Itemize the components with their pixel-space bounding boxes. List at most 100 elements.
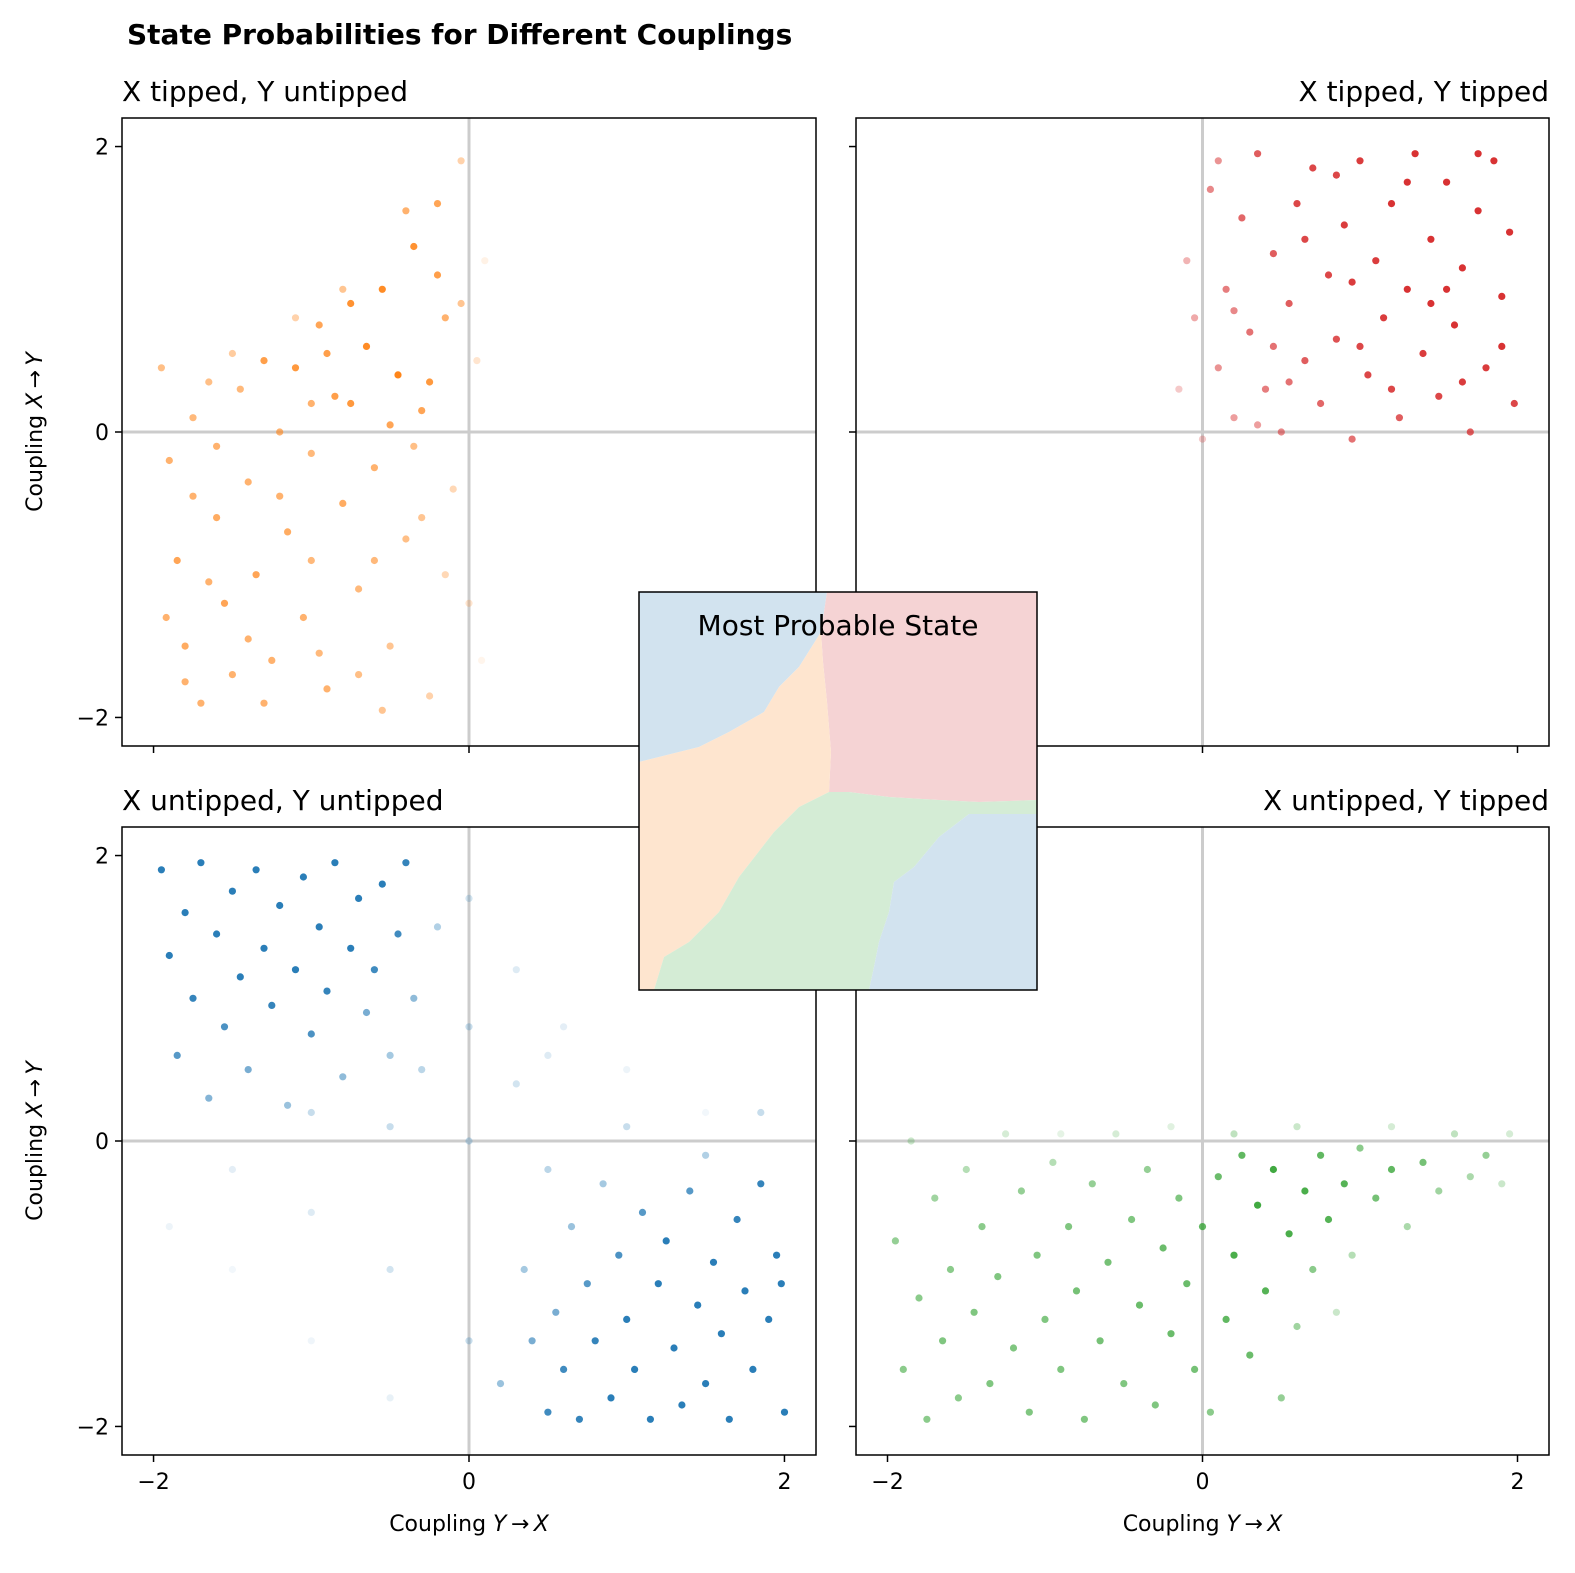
scatter-point [607,1394,615,1402]
scatter-point [173,556,181,565]
scatter-point [1411,150,1419,158]
scatter-point [1293,200,1301,208]
scatter-point [1419,1158,1427,1166]
scatter-point [165,456,173,465]
scatter-point [1120,1380,1128,1388]
scatter-point [1458,378,1466,386]
scatter-point [1238,1151,1246,1159]
scatter-point [481,257,489,265]
scatter-point [268,656,276,665]
panel-bottom-left: −2 0 2 −2 0 2 X untipped, Y untipped Coupling Y… [23,784,817,1537]
scatter-point [276,492,284,500]
scatter-point [1309,164,1317,172]
y-tick-label: 2 [95,845,109,870]
scatter-point [1277,1394,1285,1402]
scatter-point [1340,1180,1348,1188]
scatter-point [1450,321,1459,329]
scatter-point [157,364,165,372]
scatter-point [386,1051,394,1059]
scatter-point [370,556,378,565]
scatter-point [1466,428,1474,436]
scatter-point [355,585,363,593]
scatter-point [1403,285,1411,293]
scatter-point [757,1108,765,1117]
scatter-point [1372,257,1380,265]
scatter-point [315,923,323,931]
scatter-point [378,285,386,293]
scatter-point [1104,1258,1112,1266]
scatter-point [331,392,339,400]
scatter-point [1285,299,1293,308]
scatter-point [370,966,378,974]
scatter-point [1206,1408,1214,1416]
scatter-point [1443,285,1451,293]
scatter-point [1387,1123,1396,1131]
scatter-point [362,342,371,350]
scatter-point [220,1023,229,1031]
scatter-point [1065,1223,1073,1231]
scatter-point [402,207,410,215]
scatter-point [197,859,205,867]
scatter-point [465,1023,473,1031]
scatter-point [189,994,197,1002]
scatter-point [1356,342,1364,350]
y-tick-label: 0 [95,1130,109,1155]
scatter-point [307,1108,315,1117]
scatter-point [410,994,418,1002]
scatter-point [1387,385,1396,393]
scatter-point [307,1208,315,1216]
scatter-point [1230,1130,1238,1138]
scatter-point [978,1223,986,1231]
scatter-point [1135,1301,1144,1309]
scatter-point [315,649,323,657]
panels-group: −2 0 2 X tipped, Y untipped Coupling X → Y X … [23,75,1550,1537]
scatter-point [228,671,236,679]
scatter-point [694,1301,702,1309]
scatter-point [1128,1215,1136,1224]
scatter-point [173,1051,181,1059]
scatter-point [213,442,221,450]
scatter-point [709,1258,718,1266]
scatter-point [1293,1123,1301,1131]
scatter-point [702,1108,710,1117]
x-tick-label: 2 [1511,1470,1525,1495]
scatter-point [426,378,434,386]
scatter-point [1025,1408,1033,1416]
scatter-point [1096,1337,1104,1345]
scatter-point [244,635,252,643]
scatter-point [465,1137,473,1145]
scatter-point [323,987,331,995]
x-axis-label: Coupling Y → X [389,1512,550,1537]
scatter-point [1230,1251,1238,1259]
scatter-point [157,866,165,874]
scatter-point [386,1123,394,1131]
scatter-point [1450,1130,1459,1138]
scatter-point [1033,1251,1041,1259]
scatter-point [299,613,307,622]
scatter-point [733,1215,741,1224]
scatter-point [1017,1187,1025,1195]
scatter-point [181,678,189,686]
scatter-point [426,692,434,700]
scatter-point [520,1265,528,1274]
scatter-point [1214,1173,1222,1181]
scatter-point [315,321,323,329]
scatter-point [599,1180,607,1188]
scatter-point [1466,1173,1474,1181]
scatter-point [244,478,252,486]
scatter-point [528,1337,536,1345]
scatter-point [339,1073,347,1081]
scatter-point [339,285,347,293]
scatter-point [1167,1123,1175,1131]
panel-title: X untipped, Y tipped [1263,784,1549,817]
scatter-point [1498,292,1506,300]
scatter-point [1230,414,1238,422]
scatter-point [765,1315,773,1323]
scatter-points [157,859,789,1423]
scatter-point [291,966,300,974]
scatter-point [410,442,418,450]
scatter-point [386,421,394,429]
scatter-point [1049,1158,1057,1166]
scatter-point [402,859,410,867]
scatter-point [567,1223,576,1231]
